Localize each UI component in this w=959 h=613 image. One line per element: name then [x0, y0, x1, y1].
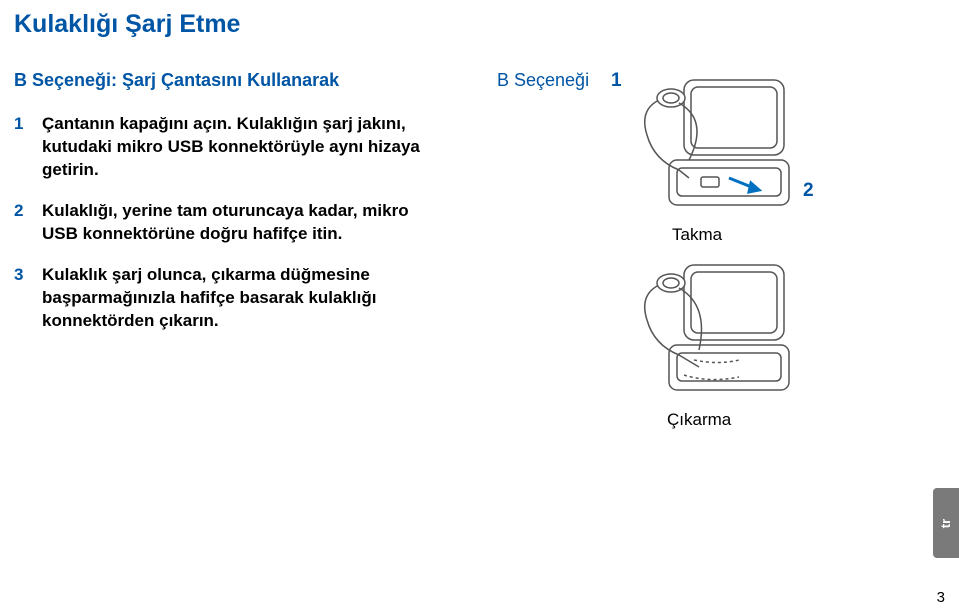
remove-illustration-icon	[629, 255, 794, 405]
page-number: 3	[937, 589, 945, 606]
step-number: 2	[14, 200, 42, 246]
figure-number-1: 1	[611, 70, 622, 92]
page-title: Kulaklığı Şarj Etme	[14, 10, 240, 39]
language-label: tr	[938, 518, 953, 527]
step-text: Kulaklığı, yerine tam oturuncaya kadar, …	[42, 200, 434, 246]
step-text: Çantanın kapağını açın. Kulaklığın şarj …	[42, 113, 434, 182]
steps-list: 1 Çantanın kapağını açın. Kulaklığın şar…	[14, 113, 434, 351]
step-text: Kulaklık şarj olunca, çıkarma düğmesine …	[42, 264, 434, 333]
remove-caption: Çıkarma	[667, 410, 731, 430]
option-subtitle: B Seçeneği: Şarj Çantasını Kullanarak	[14, 70, 339, 91]
step-item: 1 Çantanın kapağını açın. Kulaklığın şar…	[14, 113, 434, 182]
dock-caption: Takma	[672, 225, 722, 245]
right-option-label: B Seçeneği	[497, 70, 589, 91]
dock-illustration-icon	[629, 70, 794, 220]
language-tab: tr	[933, 488, 959, 558]
figure-number-2: 2	[803, 180, 814, 202]
step-number: 1	[14, 113, 42, 182]
step-item: 3 Kulaklık şarj olunca, çıkarma düğmesin…	[14, 264, 434, 333]
step-item: 2 Kulaklığı, yerine tam oturuncaya kadar…	[14, 200, 434, 246]
step-number: 3	[14, 264, 42, 333]
